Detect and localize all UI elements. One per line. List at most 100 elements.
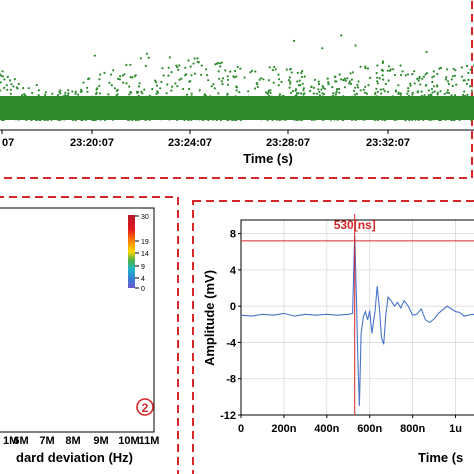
scatter-point: [192, 111, 195, 114]
scatter-point: [205, 95, 208, 98]
scatter-point: [103, 71, 106, 74]
scatter-point: [23, 93, 26, 96]
scatter-point: [136, 90, 139, 93]
scatter-point: [233, 107, 236, 111]
scatter-point: [291, 115, 294, 118]
scatter-point: [306, 115, 309, 118]
scatter-point: [263, 114, 266, 117]
scatter-point: [223, 113, 226, 116]
scatter-point: [191, 104, 194, 107]
scatter-point: [25, 95, 28, 98]
scatter-point: [324, 116, 327, 119]
colorbar-tick-label: 9: [141, 264, 145, 271]
colorbar-tick-label: 4: [141, 276, 145, 283]
scatter-point: [406, 73, 410, 76]
scatter-point: [69, 117, 72, 121]
scatter-point: [217, 114, 220, 117]
scatter-point: [383, 115, 386, 118]
scatter-point: [10, 83, 13, 86]
scatter-point: [226, 83, 230, 86]
scatter-point: [413, 82, 416, 85]
waveform-x-tick-label: 0: [238, 423, 244, 435]
scatter-point: [465, 82, 469, 85]
scatter-point: [13, 106, 16, 110]
scatter-point: [300, 71, 303, 75]
scatter-point: [269, 91, 272, 94]
scatter-point: [45, 109, 48, 112]
scatter-point: [445, 76, 448, 79]
panel-scatter-frame: [0, 0, 473, 179]
scatter-point: [399, 64, 402, 67]
heatmap-x-tick-label: 10M: [118, 435, 139, 447]
scatter-point: [468, 114, 471, 118]
heatmap-x-tick-label: 7M: [39, 435, 54, 447]
scatter-point: [244, 109, 247, 113]
scatter-point: [297, 92, 300, 95]
scatter-point: [225, 117, 228, 120]
scatter-point: [363, 112, 366, 115]
scatter-point: [130, 102, 133, 105]
scatter-point: [423, 94, 426, 97]
scatter-point: [399, 92, 402, 95]
waveform-x-tick-label: 400n: [314, 423, 339, 435]
waveform-y-tick-label: 0: [230, 301, 236, 313]
scatter-point: [4, 98, 7, 101]
scatter-point: [231, 118, 235, 121]
scatter-point: [110, 84, 113, 87]
colorbar-tick-label: 0: [141, 286, 145, 293]
scatter-point: [51, 115, 54, 118]
scatter-point: [235, 75, 238, 78]
scatter-point: [297, 97, 300, 100]
scatter-point: [67, 107, 70, 110]
scatter-point: [208, 117, 211, 120]
scatter-point: [431, 76, 434, 79]
scatter-point: [282, 118, 285, 121]
scatter-point: [76, 100, 79, 103]
scatter-point: [348, 82, 351, 85]
scatter-point: [397, 91, 400, 94]
scatter-point: [17, 115, 20, 118]
scatter-point: [453, 74, 456, 77]
scatter-point: [258, 104, 262, 107]
scatter-point: [272, 103, 275, 106]
scatter-point: [52, 105, 56, 108]
scatter-point: [254, 117, 257, 120]
waveform-series: [240, 235, 474, 406]
scatter-point: [112, 69, 115, 72]
scatter-point: [288, 111, 291, 114]
scatter-point: [288, 76, 291, 79]
scatter-point: [117, 77, 120, 80]
scatter-point: [37, 99, 40, 102]
scatter-point: [226, 109, 229, 112]
scatter-x-ticks: 07 23:20:07 23:24:07 23:28:07 23:32:07: [1, 130, 410, 149]
scatter-point: [46, 99, 49, 102]
scatter-point: [59, 114, 62, 117]
scatter-point: [360, 108, 363, 111]
scatter-point: [188, 87, 191, 91]
scatter-point: [274, 68, 277, 71]
scatter-point: [331, 114, 334, 118]
scatter-point: [397, 101, 400, 104]
scatter-point: [110, 109, 113, 112]
scatter-point: [251, 98, 254, 101]
scatter-point: [354, 118, 357, 121]
scatter-point: [317, 88, 320, 91]
scatter-point: [38, 118, 42, 121]
scatter-point: [53, 117, 56, 120]
scatter-point: [425, 72, 429, 75]
scatter-point: [266, 118, 269, 122]
scatter-point: [189, 65, 192, 68]
scatter-point: [268, 66, 271, 69]
scatter-point: [69, 105, 72, 108]
scatter-point: [221, 99, 224, 102]
scatter-point: [362, 118, 365, 121]
scatter-point: [384, 112, 387, 115]
scatter-point: [203, 102, 206, 105]
scatter-x-tick-label: 23:20:07: [70, 137, 114, 149]
scatter-point: [417, 115, 420, 118]
scatter-point: [407, 87, 410, 90]
scatter-point: [297, 84, 300, 87]
scatter-point: [166, 109, 169, 112]
scatter-point: [302, 89, 305, 92]
